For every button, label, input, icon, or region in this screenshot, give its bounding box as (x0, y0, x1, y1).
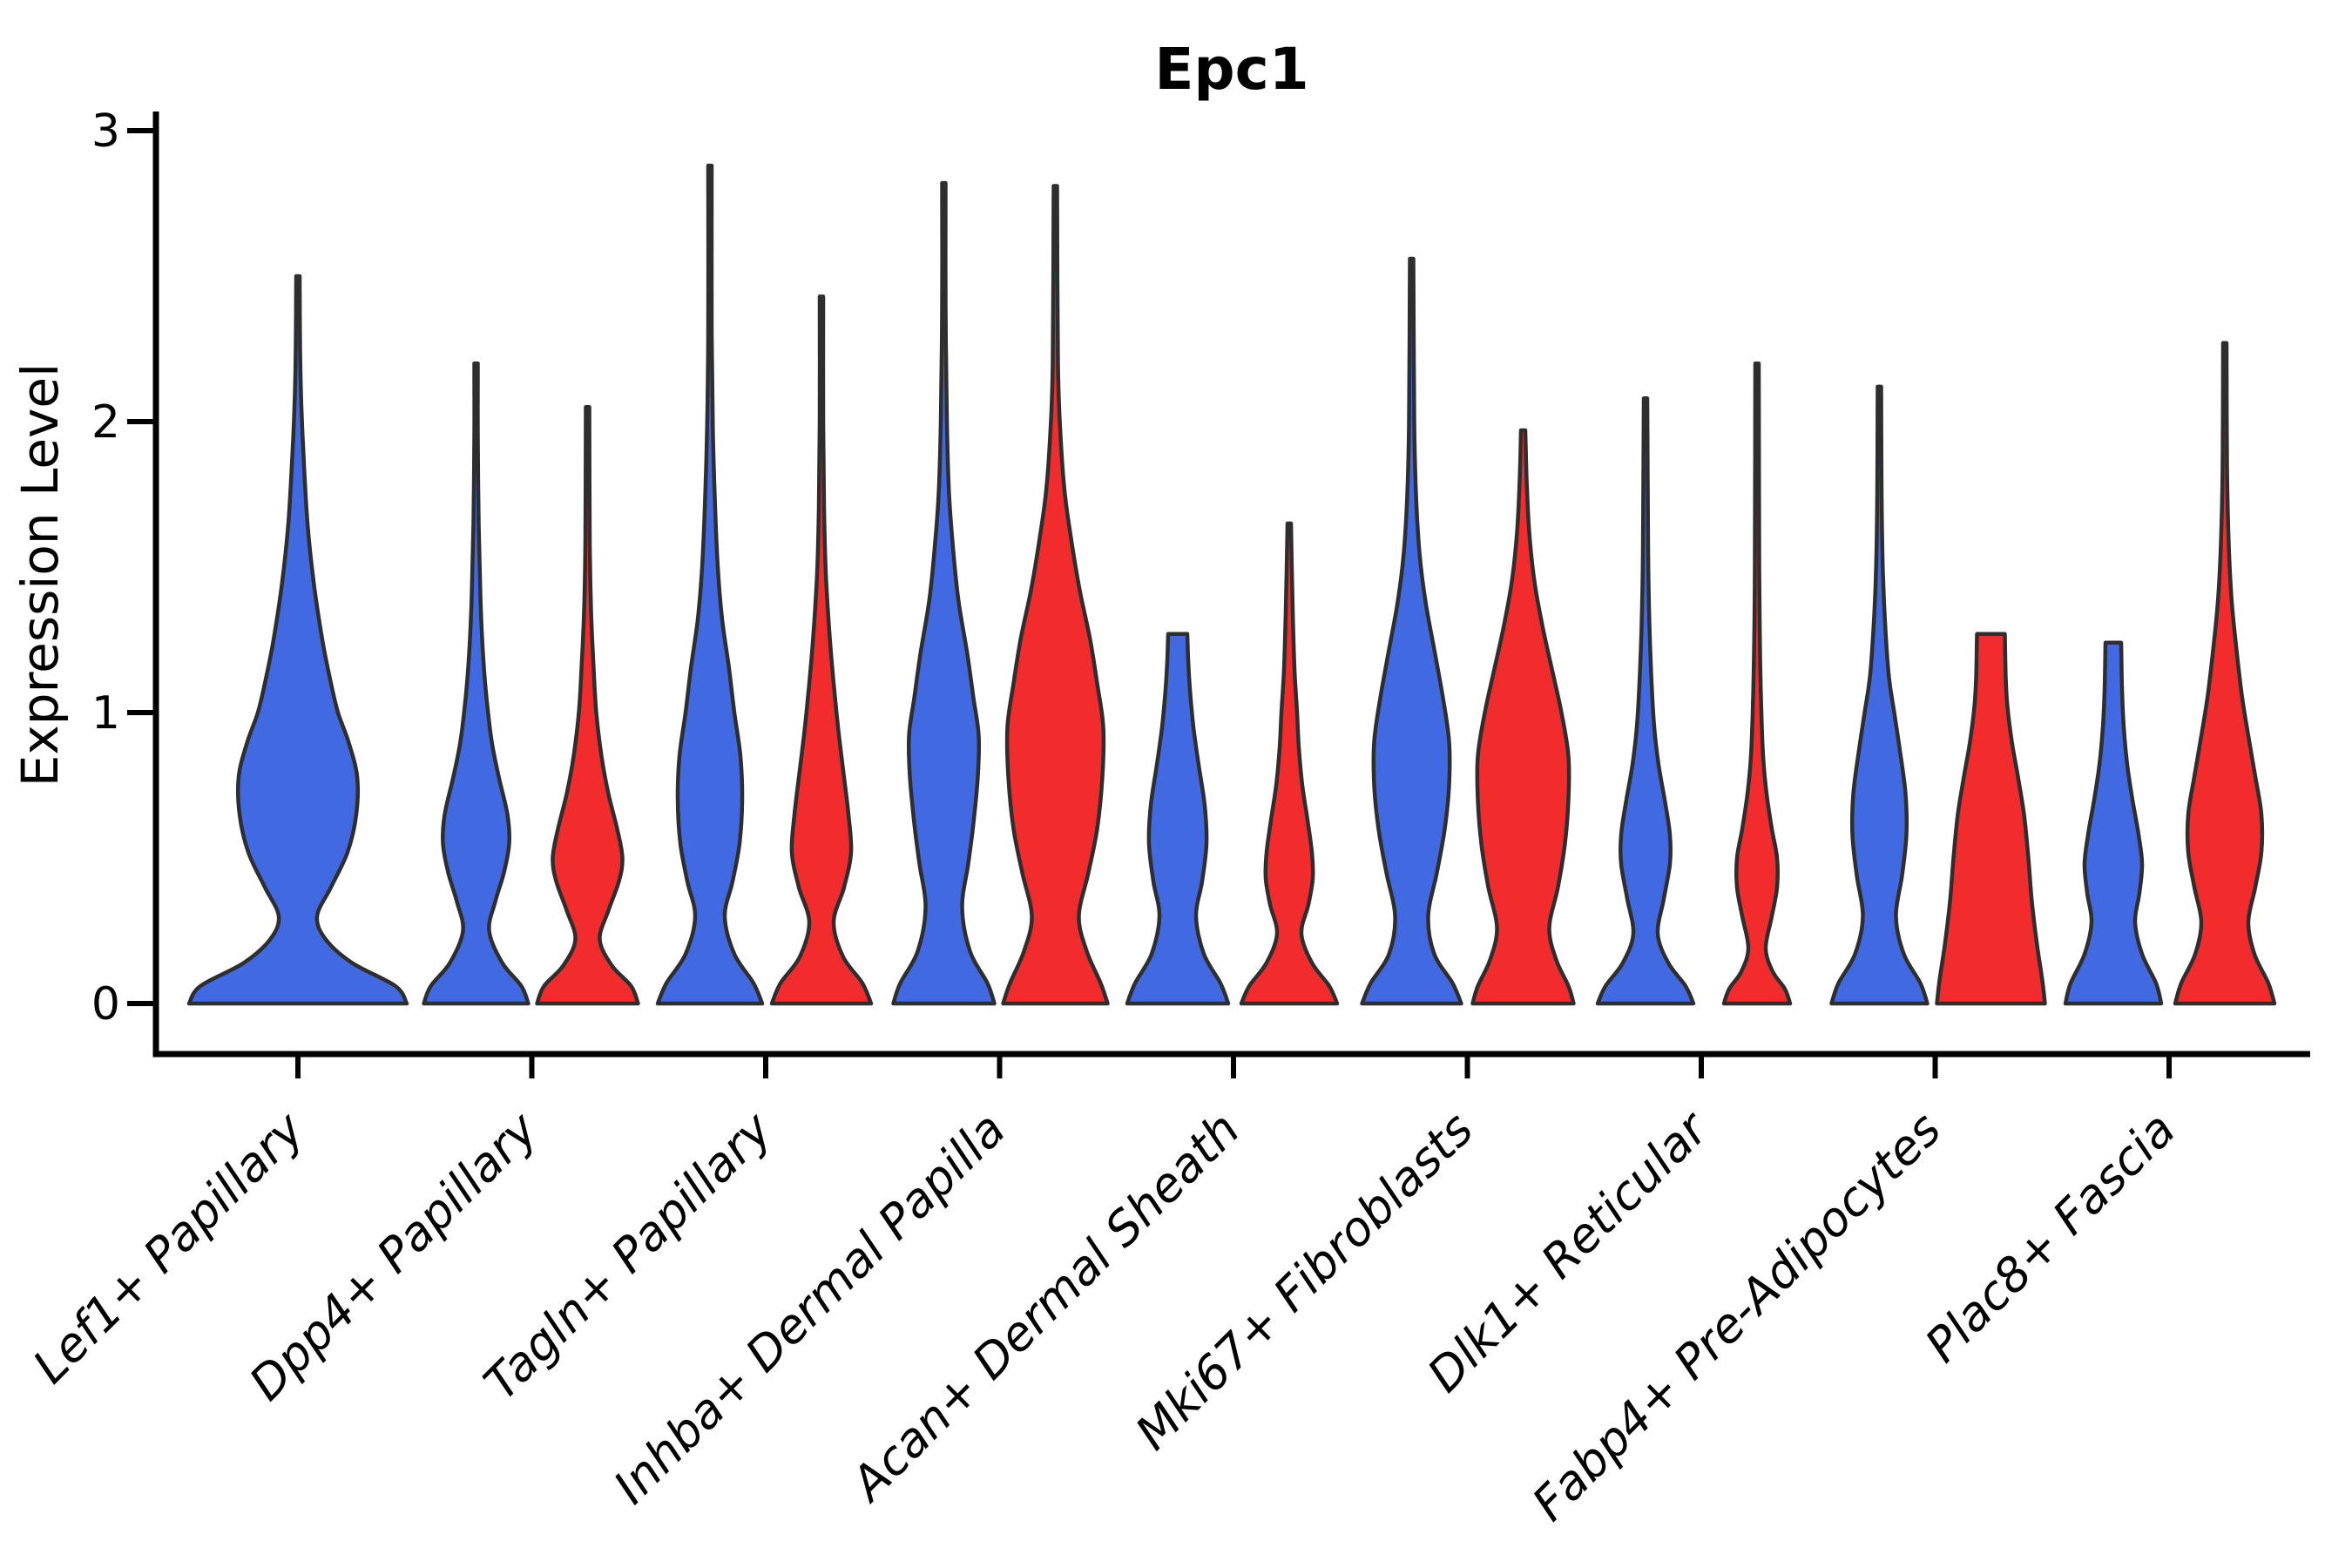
violin-5-red (1470, 428, 1576, 1006)
y-tick-marks (127, 128, 153, 1006)
x-label-inhba-dermal-papilla: Inhba+ Dermal Papilla (603, 1102, 1016, 1515)
violins-layer (186, 163, 2277, 1006)
y-tick-label-0: 0 (91, 978, 120, 1031)
plot-title: Epc1 (1154, 36, 1308, 103)
violin-4-blue (1125, 632, 1231, 1006)
y-tick-label-2: 2 (91, 396, 120, 449)
violin-1-blue (422, 361, 531, 1006)
x-tick-marks (295, 1054, 2172, 1078)
y-axis-label: Expression Level (10, 363, 70, 787)
x-label-fabp4-pre-adipocytes: Fabp4+ Pre-Adipocytes (1522, 1102, 1951, 1531)
x-category-labels: Lef1+ Papillary Dpp4+ Papillary Tagln+ P… (23, 1100, 2186, 1531)
violin-7-blue (1829, 384, 1930, 1006)
x-label-plac8-fascia: Plac8+ Fascia (1915, 1102, 2186, 1373)
violin-5-blue (1360, 256, 1463, 1006)
violin-8-blue (2063, 640, 2164, 1006)
violin-6-blue (1595, 396, 1696, 1006)
violin-7-red (1935, 632, 2047, 1006)
x-label-acan-dermal-sheath: Acan+ Dermal Sheath (839, 1102, 1250, 1513)
violin-1-red (535, 405, 640, 1006)
violin-3-red (1001, 184, 1110, 1006)
violin-4-red (1239, 521, 1340, 1006)
violin-6-red (1721, 361, 1793, 1006)
violin-3-blue (891, 180, 997, 1006)
violin-0-blue (186, 274, 409, 1006)
y-tick-labels: 0 1 2 3 (91, 105, 120, 1031)
violin-2-red (769, 294, 874, 1006)
violin-2-blue (655, 163, 765, 1006)
y-tick-label-1: 1 (91, 687, 120, 740)
violin-8-red (2173, 341, 2277, 1006)
y-tick-label-3: 3 (91, 105, 120, 158)
